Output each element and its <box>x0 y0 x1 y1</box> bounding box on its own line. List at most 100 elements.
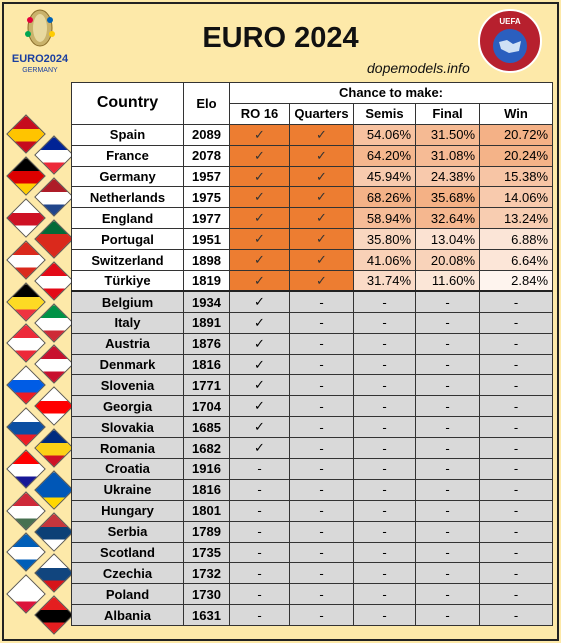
table-row: Spain 2089 ✓ ✓ 54.06% 31.50% 20.72% <box>71 123 554 146</box>
cell-final: 20.08% <box>415 249 480 272</box>
uefa-logo-text: UEFA <box>499 17 521 26</box>
cell-semis: - <box>353 478 416 501</box>
cell-country: Scotland <box>71 541 184 564</box>
cell-country: Netherlands <box>71 186 184 209</box>
cell-country: Albania <box>71 604 184 627</box>
cell-elo: 1975 <box>183 186 230 209</box>
table-row: Romania 1682 ✓ - - - - <box>71 437 554 460</box>
cell-elo: 1730 <box>183 583 230 606</box>
cell-final: - <box>415 562 480 585</box>
cell-elo: 1816 <box>183 478 230 501</box>
cell-quarters: - <box>289 520 354 543</box>
cell-quarters: - <box>289 332 354 355</box>
cell-ro16: ✓ <box>229 165 290 188</box>
cell-elo: 1898 <box>183 249 230 272</box>
cell-country: Ukraine <box>71 478 184 501</box>
cell-ro16: - <box>229 499 290 522</box>
cell-win: - <box>478 499 554 522</box>
cell-win: 6.88% <box>478 228 554 251</box>
cell-ro16: - <box>229 520 290 543</box>
cell-semis: 35.80% <box>353 228 416 251</box>
cell-country: Portugal <box>71 228 184 251</box>
cell-final: 11.60% <box>415 270 480 292</box>
cell-elo: 1916 <box>183 458 230 480</box>
probability-table: Country Elo Chance to make: RO 16 Quarte… <box>71 82 554 627</box>
cell-final: - <box>415 395 480 418</box>
cell-win: - <box>478 541 554 564</box>
cell-win: - <box>478 395 554 418</box>
cell-final: - <box>415 583 480 606</box>
cell-ro16: ✓ <box>229 353 290 376</box>
cell-country: Germany <box>71 165 184 188</box>
cell-win: - <box>478 520 554 543</box>
cell-final: - <box>415 499 480 522</box>
table-row: Poland 1730- - - - - <box>71 583 554 606</box>
cell-semis: - <box>353 395 416 418</box>
table-row: England 1977 ✓ ✓ 58.94% 32.64% 13.24% <box>71 207 554 230</box>
cell-elo: 1891 <box>183 311 230 334</box>
cell-ro16: - <box>229 604 290 627</box>
table-row: Czechia 1732- - - - - <box>71 562 554 585</box>
cell-win: - <box>478 478 554 501</box>
table-row: Netherlands 1975 ✓ ✓ 68.26% 35.68% 14.06% <box>71 186 554 209</box>
column-header-country: Country <box>71 82 184 125</box>
cell-quarters: - <box>289 311 354 334</box>
cell-semis: - <box>353 604 416 627</box>
cell-semis: 64.20% <box>353 144 416 167</box>
cell-semis: - <box>353 437 416 460</box>
cell-final: 31.50% <box>415 123 480 146</box>
table-row: Portugal 1951 ✓ ✓ 35.80% 13.04% 6.88% <box>71 228 554 251</box>
cell-country: Italy <box>71 311 184 334</box>
cell-final: 13.04% <box>415 228 480 251</box>
column-header-elo: Elo <box>183 82 230 125</box>
cell-country: Georgia <box>71 395 184 418</box>
cell-ro16: - <box>229 458 290 480</box>
cell-win: 13.24% <box>478 207 554 230</box>
table-row: Slovakia 1685 ✓ - - - - <box>71 416 554 439</box>
cell-final: 32.64% <box>415 207 480 230</box>
cell-quarters: - <box>289 541 354 564</box>
cell-win: - <box>478 437 554 460</box>
cell-country: Switzerland <box>71 249 184 272</box>
cell-ro16: - <box>229 478 290 501</box>
cell-elo: 1789 <box>183 520 230 543</box>
cell-ro16: ✓ <box>229 228 290 251</box>
cell-country: England <box>71 207 184 230</box>
cell-elo: 1685 <box>183 416 230 439</box>
table-row: Croatia 1916- - - - - <box>71 458 554 480</box>
cell-ro16: ✓ <box>229 186 290 209</box>
cell-win: - <box>478 353 554 376</box>
cell-semis: - <box>353 458 416 480</box>
table-row: Switzerland 1898 ✓ ✓ 41.06% 20.08% 6.64% <box>71 249 554 272</box>
cell-win: 20.24% <box>478 144 554 167</box>
column-group-header: Chance to make: <box>228 82 554 104</box>
cell-elo: 1801 <box>183 499 230 522</box>
cell-final: - <box>415 541 480 564</box>
table-row: Ukraine 1816- - - - - <box>71 478 554 501</box>
cell-semis: - <box>353 311 416 334</box>
cell-quarters: ✓ <box>289 165 354 188</box>
cell-final: - <box>415 332 480 355</box>
cell-elo: 2078 <box>183 144 230 167</box>
cell-ro16: - <box>229 583 290 606</box>
table-row: Denmark 1816 ✓ - - - - <box>71 353 554 376</box>
cell-semis: - <box>353 374 416 397</box>
column-header-ro16: RO 16 <box>229 102 290 125</box>
cell-final: - <box>415 374 480 397</box>
cell-quarters: - <box>289 604 354 627</box>
cell-quarters: ✓ <box>289 144 354 167</box>
cell-elo: 1819 <box>183 270 230 292</box>
column-header-final: Final <box>415 102 480 125</box>
cell-win: - <box>478 604 554 627</box>
table-row: Albania 1631- - - - - <box>71 604 554 627</box>
cell-final: - <box>415 437 480 460</box>
cell-ro16: ✓ <box>229 270 290 292</box>
column-header-quarters: Quarters <box>289 102 354 125</box>
cell-semis: 58.94% <box>353 207 416 230</box>
cell-quarters: ✓ <box>289 186 354 209</box>
page-title: EURO 2024 <box>202 22 359 54</box>
cell-elo: 1682 <box>183 437 230 460</box>
cell-elo: 1977 <box>183 207 230 230</box>
cell-ro16: ✓ <box>229 416 290 439</box>
euro-2024-logo: EURO2024 GERMANY <box>12 9 69 74</box>
